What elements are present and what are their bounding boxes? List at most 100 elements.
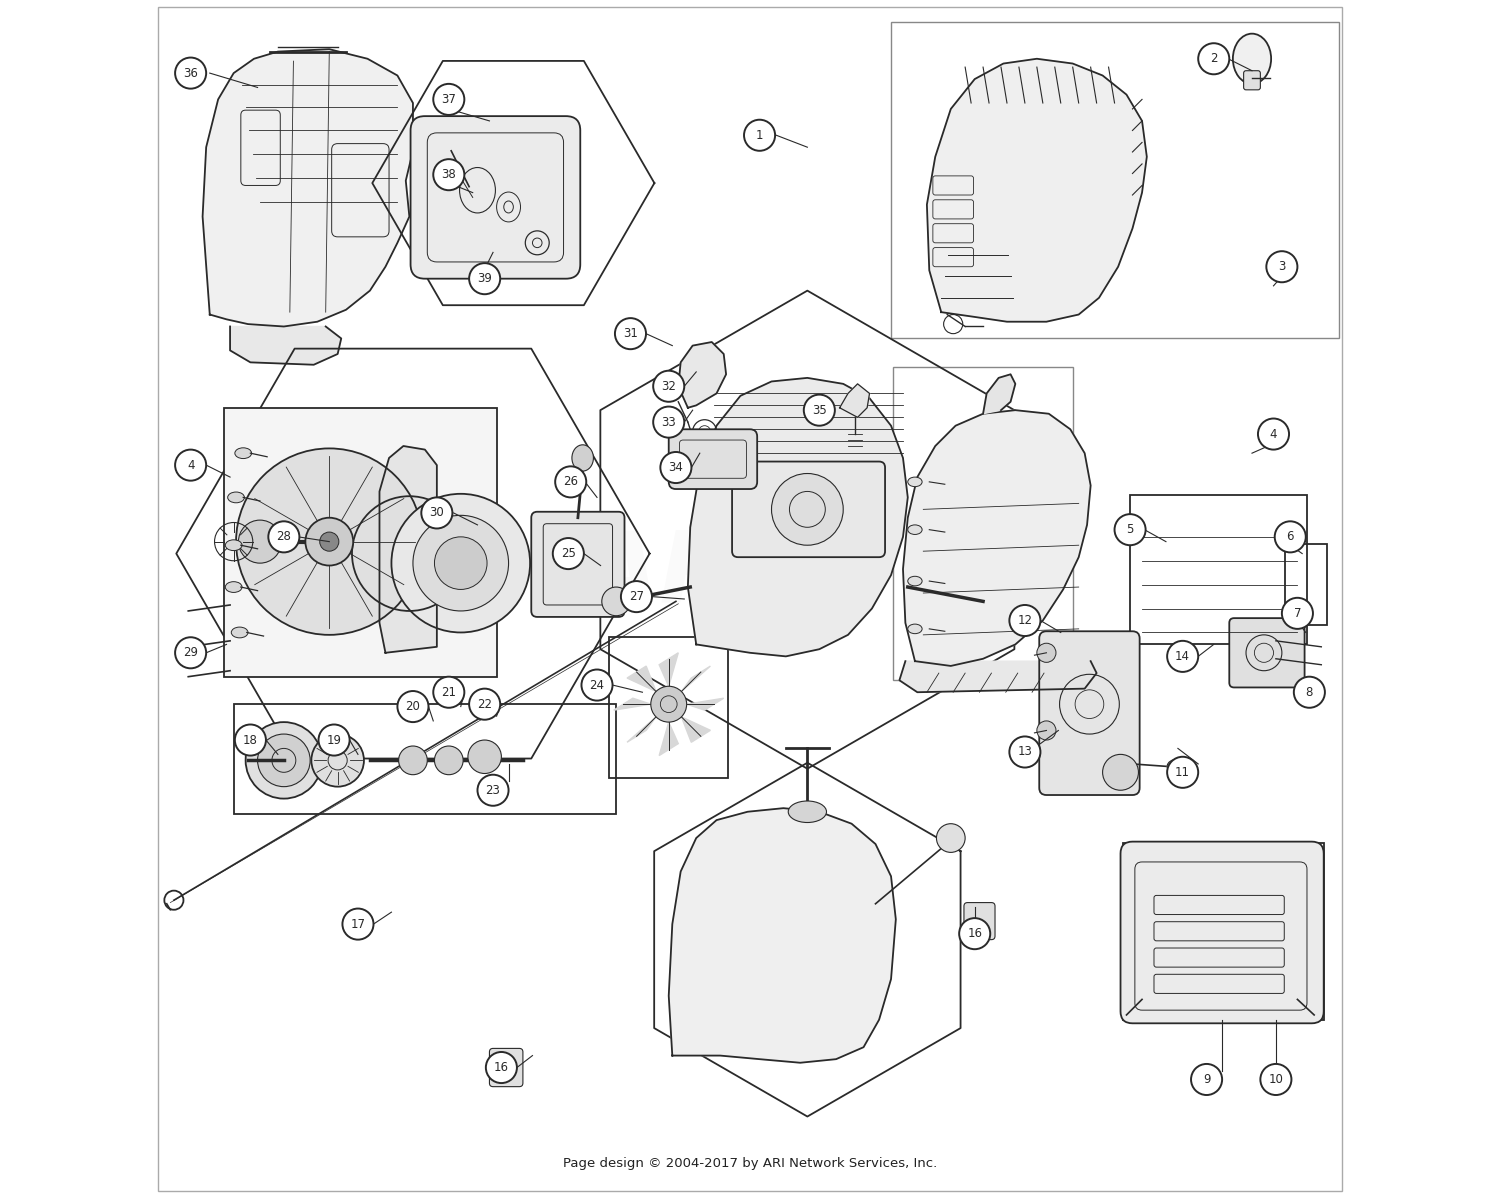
Circle shape xyxy=(1114,514,1146,545)
Bar xyxy=(1124,843,1323,1019)
Polygon shape xyxy=(230,327,340,364)
Polygon shape xyxy=(903,410,1090,666)
Ellipse shape xyxy=(572,444,594,471)
Circle shape xyxy=(651,686,687,722)
Polygon shape xyxy=(380,446,436,653)
Ellipse shape xyxy=(228,492,244,503)
FancyBboxPatch shape xyxy=(489,1048,524,1087)
Ellipse shape xyxy=(1167,760,1188,774)
Text: 16: 16 xyxy=(494,1061,508,1075)
Circle shape xyxy=(1266,252,1298,283)
Polygon shape xyxy=(678,341,726,407)
Text: 8: 8 xyxy=(1305,685,1312,698)
Circle shape xyxy=(1282,598,1312,629)
Circle shape xyxy=(621,581,652,612)
FancyBboxPatch shape xyxy=(531,512,624,617)
Text: 29: 29 xyxy=(183,646,198,659)
Circle shape xyxy=(936,824,964,853)
Circle shape xyxy=(554,538,584,569)
Circle shape xyxy=(602,587,630,616)
Polygon shape xyxy=(688,377,908,657)
Text: 20: 20 xyxy=(405,700,420,713)
Text: 13: 13 xyxy=(1017,745,1032,758)
Polygon shape xyxy=(840,383,870,417)
Text: 34: 34 xyxy=(669,461,684,474)
Circle shape xyxy=(422,497,453,528)
Text: 30: 30 xyxy=(429,507,444,520)
Polygon shape xyxy=(681,716,711,743)
FancyBboxPatch shape xyxy=(1230,618,1305,688)
Text: 19: 19 xyxy=(327,733,342,746)
Circle shape xyxy=(477,775,508,806)
Circle shape xyxy=(246,722,322,799)
Bar xyxy=(609,637,729,779)
Circle shape xyxy=(1167,757,1198,788)
Polygon shape xyxy=(669,809,896,1063)
Text: 37: 37 xyxy=(441,93,456,105)
Circle shape xyxy=(1102,755,1138,791)
Text: 21: 21 xyxy=(441,685,456,698)
Text: 27: 27 xyxy=(628,591,644,603)
Ellipse shape xyxy=(908,576,922,586)
Text: 4: 4 xyxy=(188,459,195,472)
Text: 11: 11 xyxy=(1174,766,1190,779)
Circle shape xyxy=(468,740,501,774)
Text: 9: 9 xyxy=(1203,1073,1210,1085)
Polygon shape xyxy=(681,666,711,691)
Circle shape xyxy=(1036,643,1056,662)
Circle shape xyxy=(1260,1064,1292,1095)
Circle shape xyxy=(555,466,586,497)
FancyBboxPatch shape xyxy=(1120,842,1323,1023)
Text: 26: 26 xyxy=(562,476,578,489)
Text: 33: 33 xyxy=(662,416,676,429)
Polygon shape xyxy=(927,59,1148,322)
Text: 17: 17 xyxy=(351,918,366,931)
FancyBboxPatch shape xyxy=(411,116,580,279)
Circle shape xyxy=(652,406,684,437)
Circle shape xyxy=(176,449,206,480)
Text: 28: 28 xyxy=(276,531,291,544)
FancyBboxPatch shape xyxy=(224,407,497,677)
Bar xyxy=(1286,544,1328,625)
Text: 38: 38 xyxy=(441,168,456,181)
Circle shape xyxy=(258,734,310,787)
Circle shape xyxy=(1275,521,1306,552)
Circle shape xyxy=(176,58,206,89)
FancyBboxPatch shape xyxy=(669,429,758,489)
Circle shape xyxy=(1294,677,1324,708)
Text: 35: 35 xyxy=(812,404,826,417)
FancyBboxPatch shape xyxy=(1040,631,1140,795)
Text: 2: 2 xyxy=(1210,53,1218,65)
Circle shape xyxy=(615,319,646,349)
Text: 39: 39 xyxy=(477,272,492,285)
Text: 7: 7 xyxy=(1293,607,1300,619)
Circle shape xyxy=(399,746,427,775)
Polygon shape xyxy=(202,49,412,327)
Text: 31: 31 xyxy=(622,327,638,340)
Text: 6: 6 xyxy=(1287,531,1294,544)
Circle shape xyxy=(320,532,339,551)
Circle shape xyxy=(236,725,266,756)
Polygon shape xyxy=(658,653,678,686)
Circle shape xyxy=(413,515,509,611)
Text: 14: 14 xyxy=(1174,649,1190,662)
Circle shape xyxy=(470,689,500,720)
Text: ARI: ARI xyxy=(582,527,774,624)
Text: 10: 10 xyxy=(1269,1073,1284,1085)
Circle shape xyxy=(771,473,843,545)
Ellipse shape xyxy=(908,477,922,486)
Text: 18: 18 xyxy=(243,733,258,746)
Circle shape xyxy=(176,637,206,668)
FancyBboxPatch shape xyxy=(964,902,994,939)
Ellipse shape xyxy=(908,624,922,634)
Circle shape xyxy=(660,452,692,483)
Circle shape xyxy=(744,120,776,151)
Text: Page design © 2004-2017 by ARI Network Services, Inc.: Page design © 2004-2017 by ARI Network S… xyxy=(562,1156,938,1169)
Circle shape xyxy=(312,734,364,787)
Circle shape xyxy=(804,394,836,425)
Circle shape xyxy=(652,370,684,401)
Text: 22: 22 xyxy=(477,697,492,710)
Ellipse shape xyxy=(225,582,242,593)
Circle shape xyxy=(433,84,465,115)
Text: 3: 3 xyxy=(1278,260,1286,273)
